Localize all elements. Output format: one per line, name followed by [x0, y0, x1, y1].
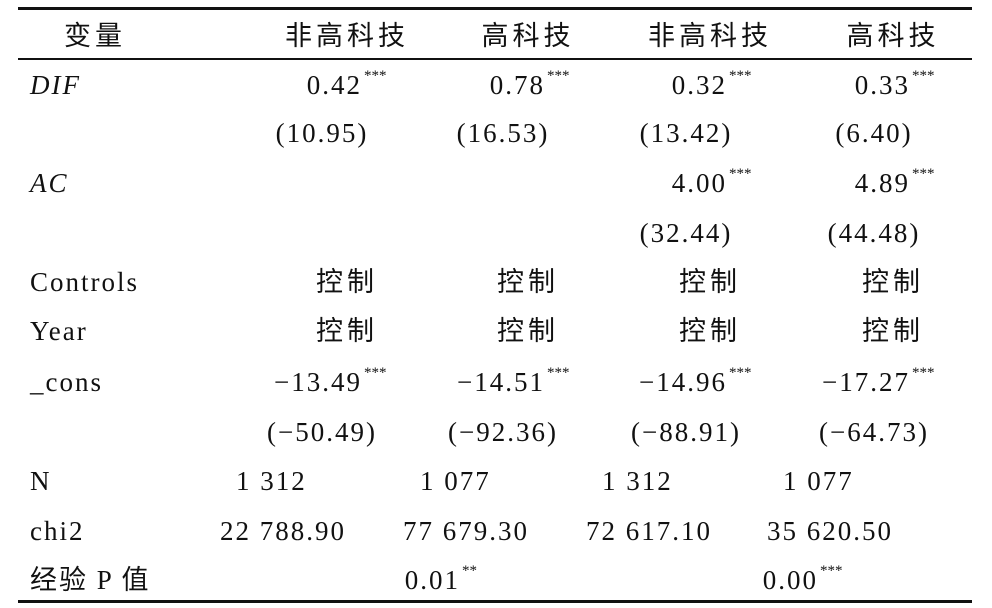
row-label: chi2: [30, 516, 85, 546]
cell-value: 4.89: [854, 168, 910, 198]
cell-value: 0.78: [489, 70, 545, 100]
significance-stars: ***: [912, 68, 935, 84]
cell-value: (44.48): [827, 218, 921, 248]
cell-value: (−64.73): [819, 417, 929, 447]
cell-value: 1 312: [236, 466, 307, 496]
top-rule: [18, 7, 972, 10]
cell-value: 0.42: [306, 70, 362, 100]
cell-value: (10.95): [275, 118, 369, 148]
header-cell: 非高科技: [285, 21, 409, 51]
row-label: N: [30, 466, 52, 496]
significance-stars: ***: [729, 166, 752, 182]
cell-value: 0.00: [762, 565, 818, 595]
cell-value: 1 312: [602, 466, 673, 496]
cell-value: −13.49: [274, 367, 362, 397]
row-label: AC: [30, 168, 69, 198]
row-label: Year: [30, 316, 88, 346]
cell-value: 1 077: [420, 466, 491, 496]
row-label: 经验 P 值: [30, 565, 151, 595]
row-label: _cons: [30, 367, 103, 397]
cell-value: 1 077: [783, 466, 854, 496]
cell-value: 35 620.50: [767, 516, 893, 546]
cell-value: 控制: [679, 267, 741, 297]
cell-value: 控制: [497, 267, 559, 297]
cell-value: 0.33: [854, 70, 910, 100]
significance-stars: ***: [547, 365, 570, 381]
cell-value: 控制: [679, 316, 741, 346]
header-cell: 高科技: [481, 21, 575, 51]
cell-value: 控制: [497, 316, 559, 346]
cell-value: (−88.91): [631, 417, 741, 447]
cell-value: 控制: [316, 316, 378, 346]
significance-stars: ***: [364, 68, 387, 84]
cell-value: 控制: [862, 267, 924, 297]
cell-value: −17.27: [822, 367, 910, 397]
row-label: DIF: [30, 70, 81, 100]
cell-value: 0.32: [671, 70, 727, 100]
cell-value: −14.96: [639, 367, 727, 397]
header-cell: 变量: [64, 21, 126, 51]
cell-value: 0.01: [404, 565, 460, 595]
significance-stars: ***: [729, 365, 752, 381]
cell-value: (16.53): [456, 118, 550, 148]
bottom-rule: [18, 600, 972, 603]
cell-value: 控制: [316, 267, 378, 297]
header-rule: [18, 58, 972, 60]
cell-value: (−92.36): [448, 417, 558, 447]
header-cell: 非高科技: [648, 21, 772, 51]
cell-value: (13.42): [639, 118, 733, 148]
significance-stars: ***: [912, 365, 935, 381]
significance-stars: ***: [912, 166, 935, 182]
cell-value: 4.00: [671, 168, 727, 198]
cell-value: 控制: [862, 316, 924, 346]
cell-value: 72 617.10: [586, 516, 712, 546]
cell-value: (6.40): [835, 118, 913, 148]
cell-value: 77 679.30: [403, 516, 529, 546]
significance-stars: **: [462, 563, 477, 579]
significance-stars: ***: [547, 68, 570, 84]
cell-value: 22 788.90: [220, 516, 346, 546]
header-cell: 高科技: [846, 21, 940, 51]
significance-stars: ***: [820, 563, 843, 579]
cell-value: (−50.49): [267, 417, 377, 447]
cell-value: −14.51: [457, 367, 545, 397]
row-label: Controls: [30, 267, 140, 297]
significance-stars: ***: [729, 68, 752, 84]
significance-stars: ***: [364, 365, 387, 381]
cell-value: (32.44): [639, 218, 733, 248]
